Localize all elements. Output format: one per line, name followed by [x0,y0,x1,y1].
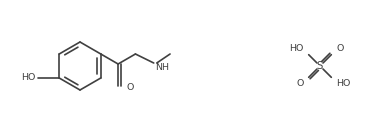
Text: S: S [317,61,323,71]
Text: HO: HO [289,44,304,53]
Text: HO: HO [21,74,35,82]
Text: NH: NH [155,63,169,72]
Text: O: O [296,79,304,88]
Text: O: O [336,44,344,53]
Text: O: O [126,82,134,91]
Text: HO: HO [336,79,351,88]
